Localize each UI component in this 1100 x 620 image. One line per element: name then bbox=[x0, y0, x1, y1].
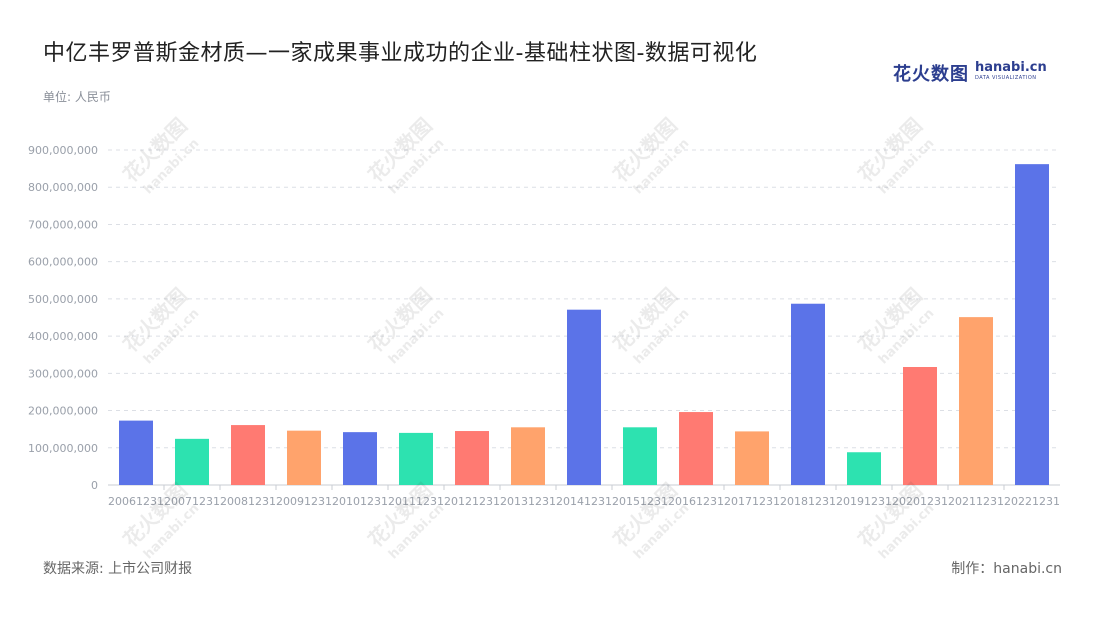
x-tick-label: 20091231 bbox=[276, 495, 332, 508]
x-tick-label: 20161231 bbox=[668, 495, 724, 508]
bar-20071231[interactable] bbox=[175, 438, 209, 485]
x-tick-label: 20171231 bbox=[724, 495, 780, 508]
bar-20061231[interactable] bbox=[119, 420, 153, 485]
bar-20141231[interactable] bbox=[567, 309, 601, 485]
bar-20091231[interactable] bbox=[287, 430, 321, 485]
x-tick-label: 20071231 bbox=[164, 495, 220, 508]
logo-sub-text: DATA VISUALIZATION bbox=[975, 75, 1037, 81]
bars-group bbox=[119, 164, 1049, 485]
bar-20111231[interactable] bbox=[399, 432, 433, 485]
bar-20211231[interactable] bbox=[959, 317, 993, 485]
bar-20201231[interactable] bbox=[903, 367, 937, 485]
y-tick-label: 0 bbox=[91, 479, 98, 492]
x-tick-label: 20181231 bbox=[780, 495, 836, 508]
logo-en-block: hanabi.cn DATA VISUALIZATION bbox=[975, 60, 1047, 83]
x-tick-label: 20121231 bbox=[444, 495, 500, 508]
bar-20181231[interactable] bbox=[791, 303, 825, 485]
y-tick-label: 100,000,000 bbox=[28, 442, 98, 455]
bar-20171231[interactable] bbox=[735, 431, 769, 485]
bar-20101231[interactable] bbox=[343, 432, 377, 485]
x-tick-label: 20111231 bbox=[388, 495, 444, 508]
y-tick-label: 300,000,000 bbox=[28, 367, 98, 380]
x-tick-label: 20221231 bbox=[1004, 495, 1060, 508]
unit-label: 单位: 人民币 bbox=[43, 90, 111, 104]
y-tick-label: 900,000,000 bbox=[28, 144, 98, 157]
x-tick-label: 20141231 bbox=[556, 495, 612, 508]
bar-20161231[interactable] bbox=[679, 412, 713, 485]
x-axis-ticks: 20061231 20071231 20081231 20091231 20101231… bbox=[108, 485, 1060, 508]
x-tick-label: 20081231 bbox=[220, 495, 276, 508]
data-source: 数据来源: 上市公司财报 bbox=[43, 561, 193, 577]
y-tick-label: 400,000,000 bbox=[28, 330, 98, 343]
x-tick-label: 20211231 bbox=[948, 495, 1004, 508]
y-tick-label: 800,000,000 bbox=[28, 181, 98, 194]
y-tick-label: 200,000,000 bbox=[28, 405, 98, 418]
x-tick-label: 20061231 bbox=[108, 495, 164, 508]
x-tick-label: 20191231 bbox=[836, 495, 892, 508]
y-tick-label: 500,000,000 bbox=[28, 293, 98, 306]
x-tick-label: 20131231 bbox=[500, 495, 556, 508]
logo-en-text: hanabi.cn bbox=[975, 60, 1047, 75]
bar-20151231[interactable] bbox=[623, 427, 657, 485]
bar-20131231[interactable] bbox=[511, 427, 545, 485]
x-tick-label: 20201231 bbox=[892, 495, 948, 508]
bar-20121231[interactable] bbox=[455, 431, 489, 485]
y-axis-ticks: 0 100,000,000 200,000,000 300,000,000 400,00… bbox=[28, 144, 98, 492]
logo-cn-text: 花火数图 bbox=[893, 64, 969, 85]
maker-credit: 制作：hanabi.cn bbox=[951, 561, 1062, 577]
y-tick-label: 600,000,000 bbox=[28, 256, 98, 269]
chart-title: 中亿丰罗普斯金材质—一家成果事业成功的企业-基础柱状图-数据可视化 bbox=[43, 41, 758, 66]
brand-logo: 花火数图 hanabi.cn DATA VISUALIZATION bbox=[893, 60, 1047, 86]
x-tick-label: 20151231 bbox=[612, 495, 668, 508]
x-tick-label: 20101231 bbox=[332, 495, 388, 508]
bar-20191231[interactable] bbox=[847, 452, 881, 485]
bar-20081231[interactable] bbox=[231, 425, 265, 485]
y-tick-label: 700,000,000 bbox=[28, 218, 98, 231]
bar-20221231[interactable] bbox=[1015, 164, 1049, 485]
